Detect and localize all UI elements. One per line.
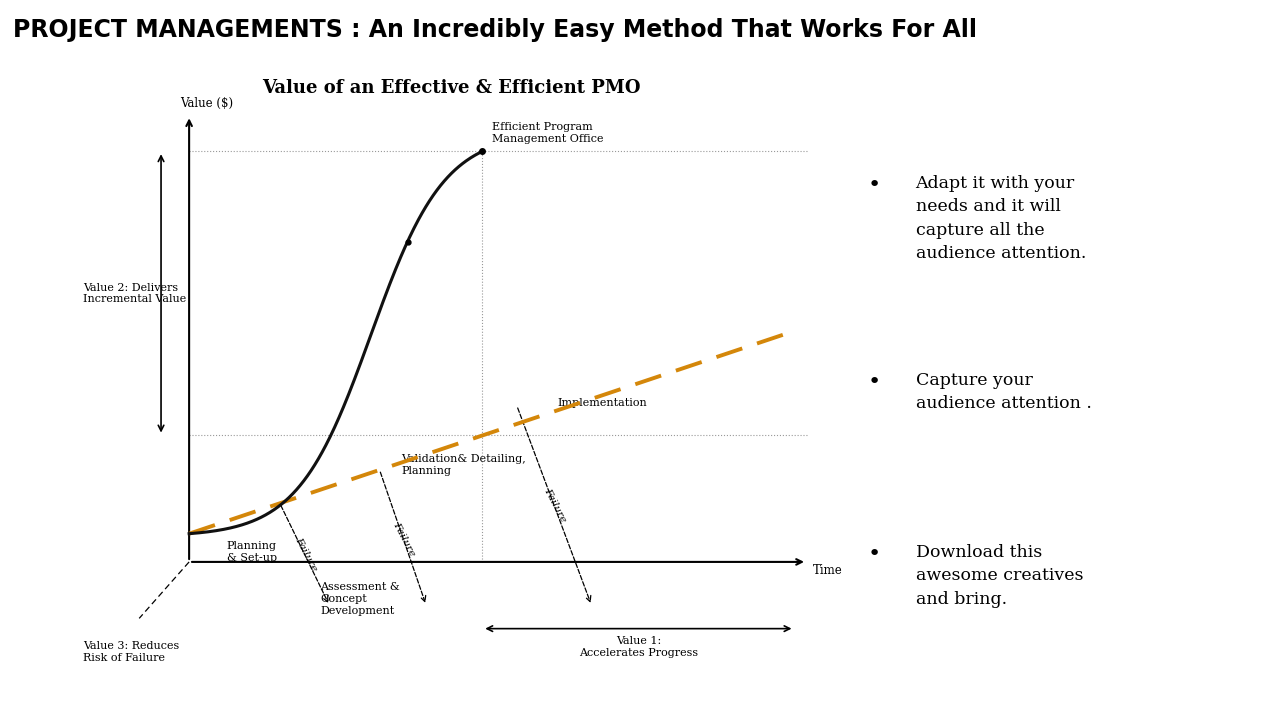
Text: Failure: Failure	[392, 521, 416, 557]
Text: •: •	[868, 544, 881, 564]
Text: Assessment &
Concept
Development: Assessment & Concept Development	[320, 582, 399, 616]
Text: Time: Time	[813, 564, 842, 577]
Text: Value 2: Delivers
Incremental Value: Value 2: Delivers Incremental Value	[83, 282, 187, 304]
Text: Failure: Failure	[543, 487, 568, 524]
Text: Efficient Program
Management Office: Efficient Program Management Office	[492, 122, 603, 143]
Text: Value of an Effective & Efficient PMO: Value of an Effective & Efficient PMO	[262, 79, 640, 97]
Text: Implementation: Implementation	[557, 397, 646, 408]
Text: Validation& Detailing,
Planning: Validation& Detailing, Planning	[402, 454, 526, 476]
Text: Value 3: Reduces
Risk of Failure: Value 3: Reduces Risk of Failure	[83, 642, 179, 663]
Text: •: •	[868, 372, 881, 392]
Text: Adapt it with your
needs and it will
capture all the
audience attention.: Adapt it with your needs and it will cap…	[915, 175, 1085, 262]
Text: Value ($): Value ($)	[179, 97, 233, 110]
Text: •: •	[868, 175, 881, 194]
Text: Failure: Failure	[293, 536, 319, 572]
Text: Planning
& Set-up: Planning & Set-up	[227, 541, 276, 563]
Text: PROJECT MANAGEMENTS : An Incredibly Easy Method That Works For All: PROJECT MANAGEMENTS : An Incredibly Easy…	[13, 17, 977, 42]
Text: Capture your
audience attention .: Capture your audience attention .	[915, 372, 1092, 412]
Text: Value 1:
Accelerates Progress: Value 1: Accelerates Progress	[579, 636, 698, 658]
Text: Download this
awesome creatives
and bring.: Download this awesome creatives and brin…	[915, 544, 1083, 608]
